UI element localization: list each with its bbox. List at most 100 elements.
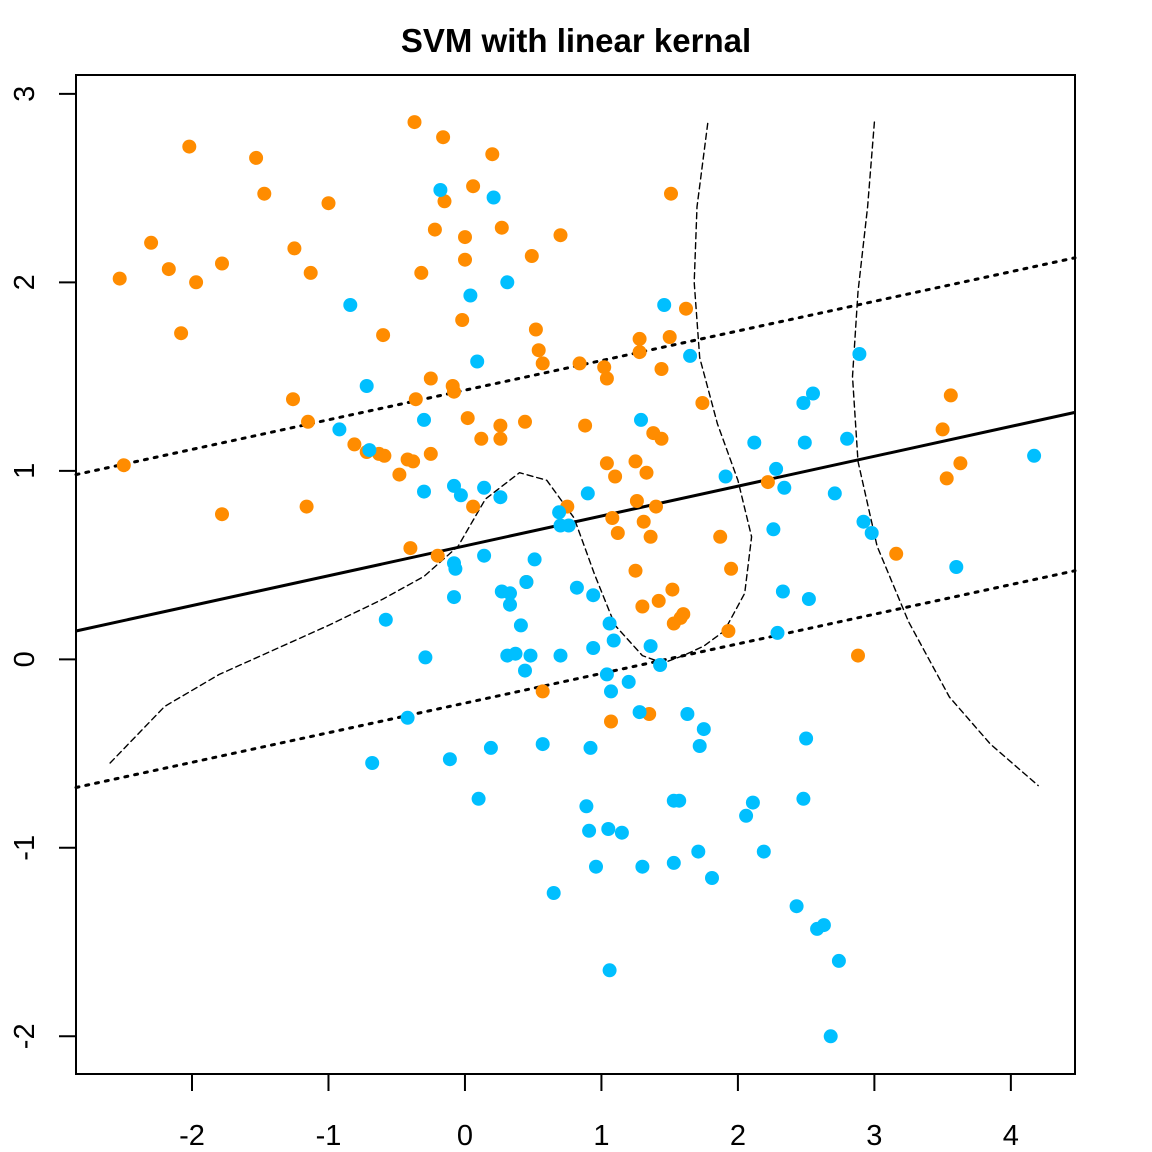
point-class-b [442,752,457,767]
point-class-a [161,262,176,277]
y-tick-label: 3 [9,86,41,102]
y-axis: -2 -1 0 1 2 3 [9,86,77,1049]
point-class-a [299,499,314,514]
point-class-b [518,663,532,678]
boundary-lines [74,121,1077,789]
point-class-a [599,456,614,471]
point-class-b [632,705,647,720]
point-class-b [343,298,358,312]
point-class-a [493,431,508,446]
point-class-b [601,822,616,836]
point-class-a [572,356,587,371]
point-class-b [683,348,698,363]
point-class-a [649,499,663,514]
point-class-b [718,469,733,484]
point-class-a [189,275,204,290]
point-class-a [632,331,647,346]
point-class-b [602,963,617,978]
point-class-a [174,326,189,341]
point-class-b [433,183,448,197]
point-class-a [662,330,677,344]
point-class-a [695,396,710,410]
point-class-a [654,431,669,446]
point-class-a [535,356,550,371]
point-class-b [796,396,811,410]
point-class-a [423,446,438,461]
point-class-a [466,499,481,514]
point-class-a [301,414,315,429]
point-class-a [182,139,197,154]
point-class-b [797,435,812,450]
plot-frame [75,74,1076,1075]
point-class-a [524,249,539,263]
point-class-b [653,658,668,672]
point-class-a [939,471,954,486]
point-class-b [378,612,393,627]
point-class-b [692,739,707,753]
point-class-b [806,386,820,401]
y-tick-label: 0 [9,651,41,667]
point-class-a [406,454,421,469]
point-class-b [672,793,687,808]
point-class-a [408,392,423,407]
point-class-a [215,256,229,271]
point-class-b [417,484,431,499]
point-class-b [823,1029,838,1044]
point-class-b [747,435,762,450]
point-class-b [775,584,790,599]
point-class-b [486,190,501,205]
point-class-a [466,179,481,194]
point-class-a [116,458,131,473]
point-class-a [599,371,614,386]
point-class-b [696,722,711,737]
point-class-b [583,740,598,755]
point-class-b [569,580,584,595]
point-class-b [359,379,374,393]
point-class-a [531,343,546,358]
point-class-a [943,388,958,403]
y-tick-label: -1 [9,835,41,861]
point-class-b [513,618,528,633]
point-class-b [657,298,672,312]
x-tick-label: -2 [179,1120,205,1152]
point-class-a [679,301,693,316]
point-class-b [766,522,781,537]
point-class-a [518,414,532,429]
point-class-b [483,740,498,755]
point-class-a [427,222,442,237]
point-class-b [582,823,597,838]
point-class-a [628,563,643,578]
point-class-a [635,599,650,614]
point-class-a [636,514,651,529]
point-class-b [705,871,719,885]
point-class-b [680,707,695,721]
point-class-a [889,546,904,561]
point-class-a [665,582,680,597]
x-tick-label: 1 [593,1120,609,1152]
point-class-b [553,648,568,663]
point-class-b [448,561,463,576]
x-tick-label: 2 [730,1120,746,1152]
x-tick-label: 3 [866,1120,882,1152]
point-class-a [460,411,475,426]
x-tick-label: -1 [316,1120,342,1152]
point-class-a [664,186,678,201]
point-class-b [418,650,433,665]
point-class-a [392,467,407,482]
point-class-b [365,756,380,770]
point-class-a [676,607,691,622]
point-class-b [831,953,846,968]
point-class-a [935,422,950,437]
point-class-b [508,646,523,661]
point-class-b [332,422,347,437]
point-class-a [249,150,264,165]
point-class-a [257,186,272,201]
point-class-a [458,252,472,267]
point-class-a [713,529,728,544]
point-class-b [561,518,576,533]
point-class-b [470,354,485,369]
point-class-a [286,392,300,407]
point-class-b [801,592,816,606]
point-class-b [756,844,771,859]
